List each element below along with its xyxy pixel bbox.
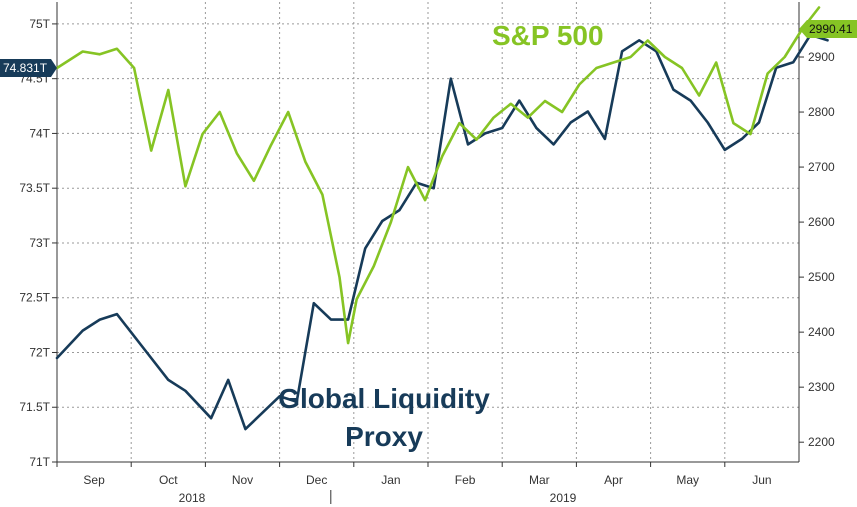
year-label: 2019 [550, 491, 577, 505]
sp500-annotation: S&P 500 [492, 20, 604, 51]
right-tick-label: 2500 [808, 270, 835, 284]
month-label: Mar [529, 473, 550, 487]
month-label: Dec [306, 473, 327, 487]
grid-layer [57, 2, 799, 463]
right-last-value-callout: 2990.41 [799, 20, 857, 38]
liquidity-annotation-line1: Global Liquidity [278, 383, 490, 414]
left-tick-label: 72T [29, 345, 50, 359]
right-tick-label: 2800 [808, 105, 835, 119]
left-last-value-callout: 74.831T [0, 59, 57, 77]
right-tick-label: 2200 [808, 435, 835, 449]
month-label: Apr [604, 473, 623, 487]
month-label: Oct [159, 473, 178, 487]
month-label: Jun [752, 473, 771, 487]
month-label: May [676, 473, 699, 487]
left-tick-label: 73T [29, 236, 50, 250]
left-last-value-label: 74.831T [3, 61, 48, 75]
liquidity-annotation-line2: Proxy [345, 421, 423, 452]
left-tick-label: 71T [29, 455, 50, 469]
right-tick-label: 2300 [808, 380, 835, 394]
left-tick-label: 73.5T [19, 181, 50, 195]
left-tick-label: 74T [29, 126, 50, 140]
month-label: Nov [232, 473, 253, 487]
month-label: Jan [381, 473, 400, 487]
left-tick-label: 71.5T [19, 400, 50, 414]
right-tick-label: 2700 [808, 160, 835, 174]
label-layer: 71T71.5T72T72.5T73T73.5T74T74.5T75T22002… [19, 17, 835, 505]
axis-layer [52, 2, 804, 504]
left-tick-label: 72.5T [19, 291, 50, 305]
right-tick-label: 2400 [808, 325, 835, 339]
sp500-series-line [55, 6, 821, 345]
month-label: Sep [83, 473, 105, 487]
series-layer [55, 6, 829, 431]
right-tick-label: 2600 [808, 215, 835, 229]
year-label: 2018 [179, 491, 206, 505]
month-label: Feb [455, 473, 476, 487]
liquidity-series-line [55, 33, 829, 431]
left-tick-label: 75T [29, 17, 50, 31]
right-last-value-label: 2990.41 [809, 22, 853, 36]
right-tick-label: 2900 [808, 50, 835, 64]
